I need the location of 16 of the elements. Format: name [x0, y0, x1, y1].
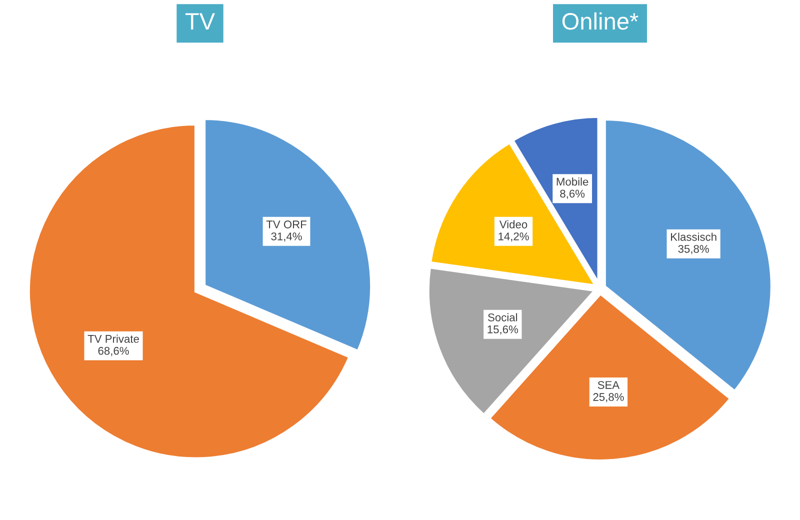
data-label: 68,6% — [98, 346, 129, 356]
slice-label: Video — [499, 220, 528, 228]
data-label: 8,6% — [560, 190, 585, 199]
slice-label: Klassisch — [671, 232, 716, 241]
chart-title: Online* — [562, 12, 638, 30]
data-label: 15,6% — [488, 325, 518, 335]
data-label: 25,8% — [593, 393, 624, 402]
data-label: 14,2% — [498, 232, 529, 242]
slice-label: TV ORF — [266, 220, 306, 228]
data-label: 35,8% — [678, 244, 709, 254]
slice-label: Social — [488, 313, 518, 322]
slice-label: SEA — [598, 381, 620, 389]
slice-label: Mobile — [556, 177, 588, 186]
data-label: 31,4% — [271, 232, 302, 242]
slice-label: TV Private — [88, 334, 139, 343]
chart-title: TV — [185, 13, 215, 30]
